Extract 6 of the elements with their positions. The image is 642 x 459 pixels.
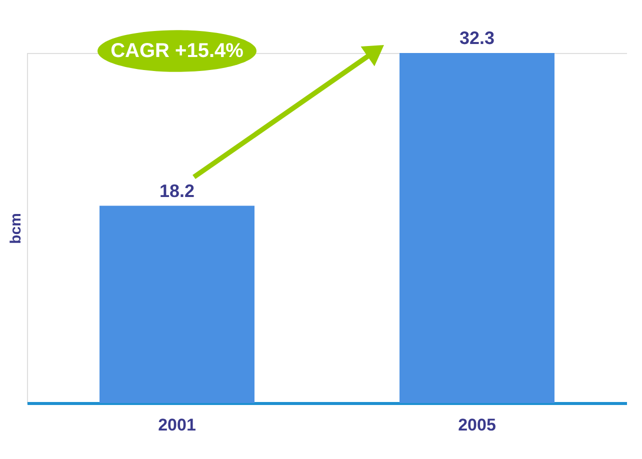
x-tick-label: 2005 bbox=[458, 416, 496, 434]
annotation: CAGR +15.4% bbox=[110, 40, 244, 62]
data-label: 18.2 bbox=[159, 180, 195, 201]
data-label: 32.3 bbox=[459, 28, 495, 48]
y-axis-title: bcm bbox=[8, 213, 24, 244]
x-tick-label: 2001 bbox=[158, 416, 196, 434]
